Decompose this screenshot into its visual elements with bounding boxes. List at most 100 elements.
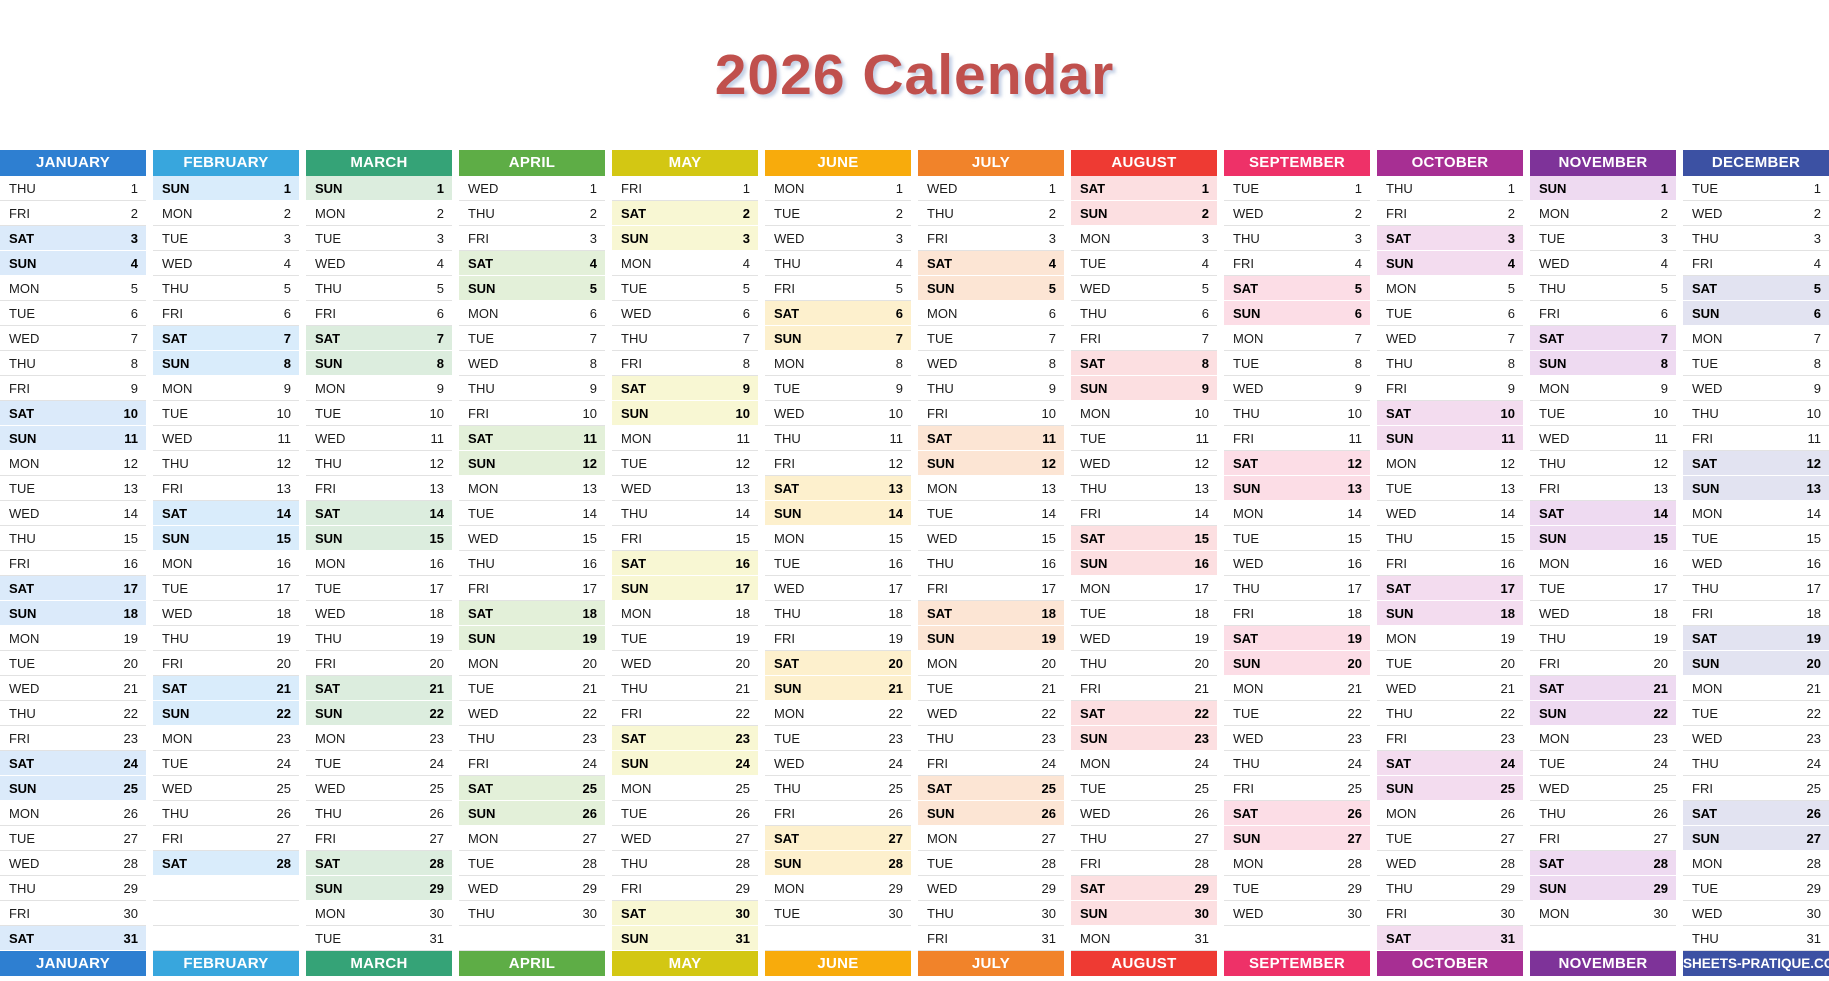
- day-row: SAT 1: [1071, 176, 1217, 201]
- day-number: 2: [1660, 205, 1668, 221]
- day-name: WED: [927, 355, 958, 371]
- day-number: 26: [276, 805, 291, 821]
- day-number: 25: [123, 780, 138, 796]
- day-name: SAT: [1539, 680, 1565, 696]
- day-row: WED 19: [1071, 626, 1217, 651]
- day-row: THU 9: [459, 376, 605, 401]
- day-number: 24: [1806, 755, 1821, 771]
- day-row: SUN 1: [153, 176, 299, 201]
- day-row: SAT 3: [1377, 226, 1523, 251]
- day-row: WED 2: [1683, 201, 1829, 226]
- day-number: 13: [582, 480, 597, 496]
- day-row: SUN 30: [1071, 901, 1217, 926]
- day-name: FRI: [621, 705, 642, 721]
- day-row: FRI 7: [1071, 326, 1217, 351]
- day-row: MON 23: [306, 726, 452, 751]
- day-name: FRI: [1080, 330, 1101, 346]
- day-row: FRI 31: [918, 926, 1064, 951]
- day-name: WED: [1692, 380, 1723, 396]
- day-row: SUN 11: [0, 426, 146, 451]
- day-name: MON: [9, 280, 40, 296]
- day-name: THU: [1233, 755, 1260, 771]
- month-footer: JUNE: [765, 951, 911, 976]
- day-name: WED: [1386, 505, 1417, 521]
- day-row: SUN 15: [153, 526, 299, 551]
- day-name: SUN: [1080, 380, 1108, 396]
- day-number: 8: [1660, 355, 1668, 371]
- day-row: FRI 23: [1377, 726, 1523, 751]
- day-row: TUE 23: [765, 726, 911, 751]
- day-number: 7: [1048, 330, 1056, 346]
- month-header: APRIL: [459, 150, 605, 176]
- day-name: SAT: [9, 230, 35, 246]
- day-number: 16: [888, 555, 903, 571]
- day-name: SAT: [315, 330, 341, 346]
- day-number: 24: [1500, 755, 1515, 771]
- day-number: 7: [283, 330, 291, 346]
- day-number: 4: [1507, 255, 1515, 271]
- day-row: SUN 26: [459, 801, 605, 826]
- day-name: SUN: [9, 780, 37, 796]
- day-name: THU: [1539, 280, 1566, 296]
- day-row: THU 7: [612, 326, 758, 351]
- day-name: TUE: [468, 505, 494, 521]
- day-row: WED 25: [153, 776, 299, 801]
- month-footer: FEBRUARY: [153, 951, 299, 976]
- day-row: SUN 13: [1224, 476, 1370, 501]
- day-name: SUN: [927, 280, 955, 296]
- day-number: 12: [1347, 455, 1362, 471]
- day-name: SUN: [774, 680, 802, 696]
- day-row: TUE 11: [1071, 426, 1217, 451]
- day-number: 20: [1041, 655, 1056, 671]
- day-row: WED 5: [1071, 276, 1217, 301]
- day-number: 13: [1500, 480, 1515, 496]
- day-row: TUE 8: [1224, 351, 1370, 376]
- day-number: 9: [436, 380, 444, 396]
- day-name: MON: [315, 555, 346, 571]
- day-number: 21: [582, 680, 597, 696]
- day-row: FRI 23: [0, 726, 146, 751]
- day-name: MON: [774, 530, 805, 546]
- day-name: WED: [1386, 855, 1417, 871]
- day-number: 26: [429, 805, 444, 821]
- day-number: 27: [1194, 830, 1209, 846]
- day-name: FRI: [162, 830, 183, 846]
- day-number: 15: [888, 530, 903, 546]
- day-name: MON: [1080, 405, 1111, 421]
- day-name: SUN: [621, 755, 649, 771]
- day-row: SUN 1: [306, 176, 452, 201]
- day-row: SUN 29: [1530, 876, 1676, 901]
- day-name: WED: [162, 430, 193, 446]
- empty-row: [1530, 926, 1676, 951]
- day-row: MON 20: [918, 651, 1064, 676]
- day-name: THU: [1692, 930, 1719, 946]
- day-name: THU: [162, 805, 189, 821]
- day-name: FRI: [468, 230, 489, 246]
- day-row: WED 18: [306, 601, 452, 626]
- month-footer: MARCH: [306, 951, 452, 976]
- day-number: 23: [123, 730, 138, 746]
- day-name: WED: [927, 705, 958, 721]
- day-row: FRI 6: [1530, 301, 1676, 326]
- day-number: 1: [742, 180, 750, 196]
- day-name: FRI: [927, 755, 948, 771]
- month-day-list: THU 1 FRI 2 SAT 3 SUN 4 MON 5 TUE 6 WED 7 THU 8 FRI 9 SAT 1…: [1377, 176, 1523, 951]
- day-name: THU: [1080, 480, 1107, 496]
- day-row: THU 23: [918, 726, 1064, 751]
- day-name: WED: [927, 180, 958, 196]
- day-row: SUN 20: [1224, 651, 1370, 676]
- day-name: SUN: [927, 455, 955, 471]
- day-name: THU: [1080, 655, 1107, 671]
- day-row: WED 13: [612, 476, 758, 501]
- day-name: THU: [315, 280, 342, 296]
- day-name: WED: [468, 880, 499, 896]
- day-row: THU 1: [1377, 176, 1523, 201]
- day-name: FRI: [927, 405, 948, 421]
- day-row: MON 26: [0, 801, 146, 826]
- day-name: WED: [774, 230, 805, 246]
- day-row: SAT 14: [306, 501, 452, 526]
- footer-brand-link[interactable]: SHEETS-PRATIQUE.COM: [1683, 951, 1829, 976]
- day-name: SAT: [927, 255, 953, 271]
- day-number: 29: [735, 880, 750, 896]
- day-row: WED 4: [306, 251, 452, 276]
